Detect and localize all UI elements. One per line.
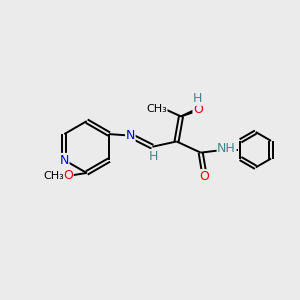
- Text: O: O: [63, 169, 73, 182]
- Text: H: H: [193, 92, 202, 105]
- Text: NH: NH: [217, 142, 236, 155]
- Text: O: O: [199, 170, 209, 183]
- Text: OH: OH: [194, 105, 213, 118]
- Text: H: H: [148, 150, 158, 163]
- Text: O: O: [193, 103, 203, 116]
- Text: N: N: [60, 154, 69, 166]
- Text: CH₃: CH₃: [43, 171, 64, 181]
- Text: N: N: [126, 129, 135, 142]
- Text: CH₃: CH₃: [146, 104, 167, 114]
